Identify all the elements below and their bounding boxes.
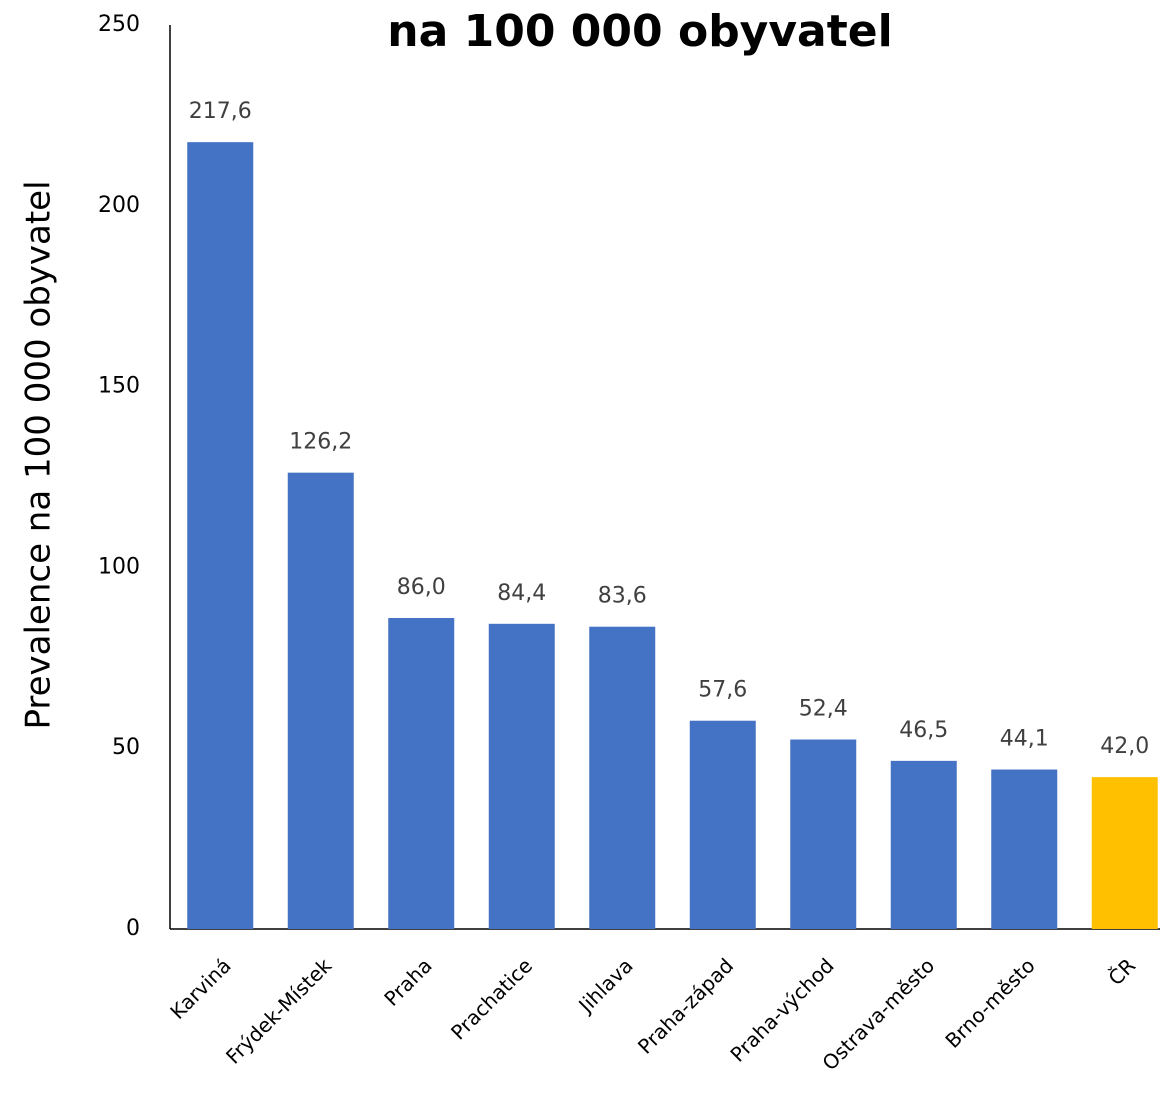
data-label: 42,0 <box>1100 734 1149 759</box>
bar <box>388 618 455 929</box>
y-axis-label: Prevalence na 100 000 obyvatel <box>19 180 59 729</box>
y-tick-label: 50 <box>112 735 140 760</box>
data-label: 86,0 <box>397 575 446 600</box>
bar <box>287 472 354 929</box>
chart-title: na 100 000 obyvatel <box>387 6 892 57</box>
data-label: 84,4 <box>497 581 546 606</box>
data-label: 83,6 <box>598 584 647 609</box>
bar <box>1091 777 1158 929</box>
x-tick-label: Karviná <box>165 953 235 1023</box>
y-tick-label: 150 <box>98 374 140 399</box>
data-label: 217,6 <box>189 99 252 124</box>
bar <box>488 623 555 929</box>
data-label: 57,6 <box>698 678 747 703</box>
bar <box>689 720 756 929</box>
bar <box>589 626 656 929</box>
bar <box>187 142 254 930</box>
data-label: 126,2 <box>289 430 352 455</box>
bar <box>790 739 857 929</box>
x-tick-label: Frýdek-Místek <box>221 953 336 1068</box>
x-tick-label: ČR <box>1103 953 1140 990</box>
data-label: 46,5 <box>899 718 948 743</box>
data-label: 44,1 <box>1000 727 1049 752</box>
y-tick-label: 200 <box>98 193 140 218</box>
y-tick-label: 100 <box>98 554 140 579</box>
x-tick-label: Jihlava <box>573 953 638 1018</box>
y-tick-label: 0 <box>126 916 140 941</box>
data-label: 52,4 <box>799 697 848 722</box>
x-tick-label: Praha-východ <box>725 953 838 1066</box>
y-tick-label: 250 <box>98 12 140 37</box>
x-tick-label: Praha <box>379 953 436 1010</box>
x-tick-label: Praha-západ <box>633 953 738 1058</box>
bar <box>991 769 1058 929</box>
x-tick-label: Brno-město <box>940 953 1039 1052</box>
x-tick-label: Prachatice <box>446 953 537 1044</box>
bar <box>890 760 957 929</box>
